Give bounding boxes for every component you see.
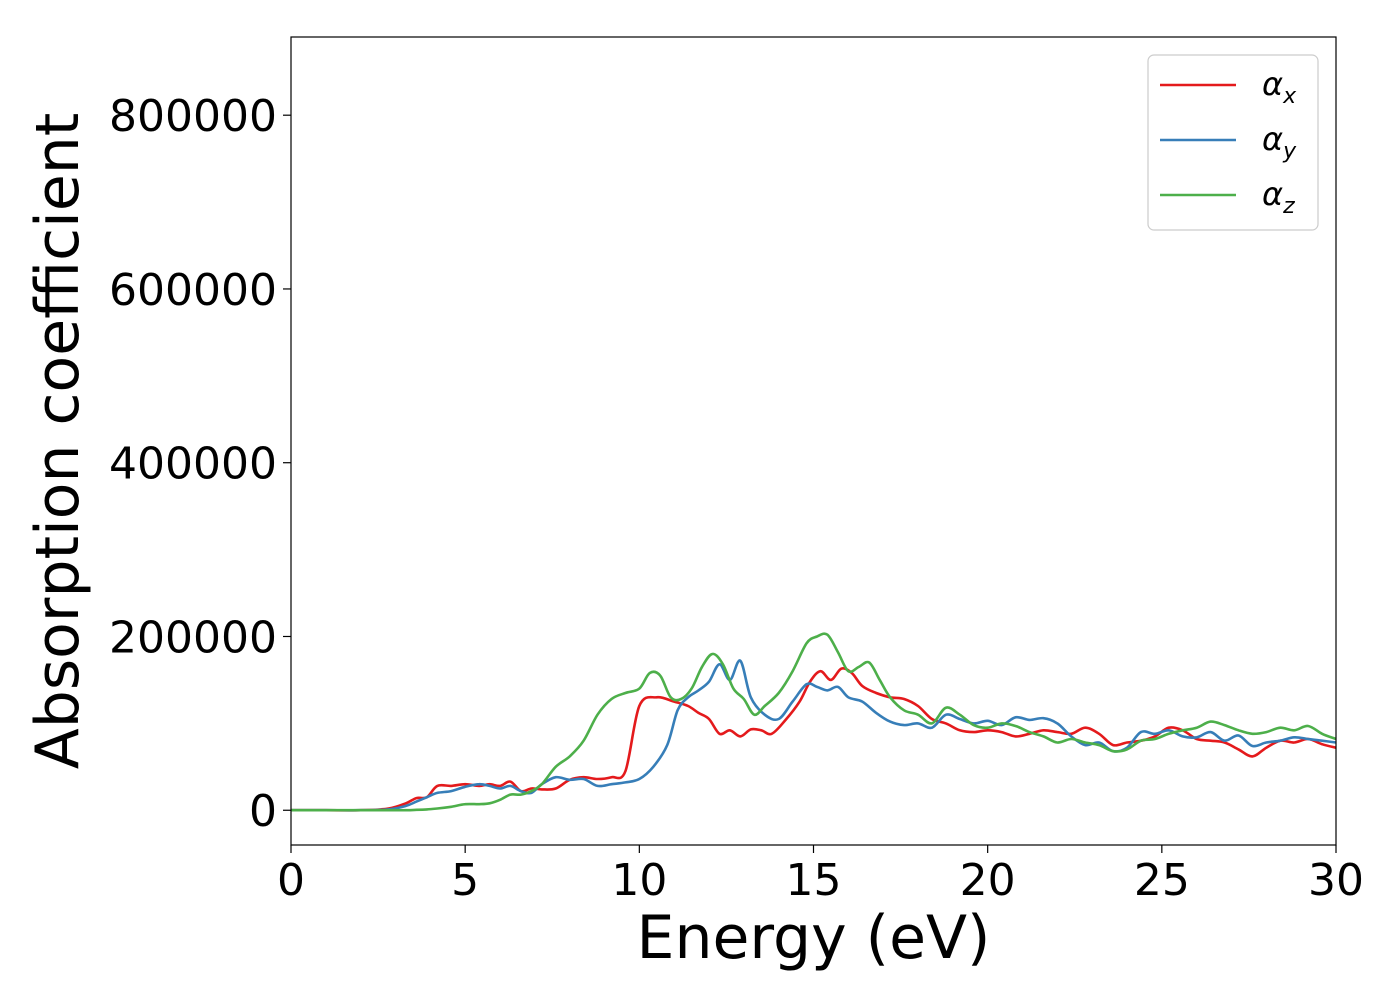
series-line-z (291, 632, 1336, 812)
y-axis-ticks: 0 200000 400000 600000 800000 (109, 91, 291, 837)
y-axis-title: Absorption coefficient (23, 113, 93, 770)
legend: αx αy αz (1147, 54, 1319, 231)
series-line-x (291, 667, 1336, 812)
legend-box (1147, 54, 1319, 231)
series-lines (291, 632, 1336, 812)
y-tick-label: 600000 (109, 265, 277, 316)
legend-label-x: αx (1262, 65, 1297, 109)
y-tick-label: 0 (249, 786, 277, 837)
x-tick-label: 5 (451, 855, 479, 906)
legend-label-y: αy (1262, 120, 1297, 164)
x-tick-label: 30 (1308, 855, 1364, 906)
y-tick-label: 800000 (109, 91, 277, 142)
x-tick-label: 10 (611, 855, 667, 906)
x-axis-ticks: 0 5 10 15 20 25 30 (277, 845, 1364, 906)
series-line-y (291, 659, 1336, 812)
y-tick-label: 400000 (109, 439, 277, 490)
x-tick-label: 25 (1134, 855, 1190, 906)
x-axis-title: Energy (eV) (637, 903, 991, 973)
x-tick-label: 0 (277, 855, 305, 906)
x-tick-label: 15 (786, 855, 842, 906)
x-tick-label: 20 (960, 855, 1016, 906)
y-tick-label: 200000 (109, 612, 277, 663)
legend-label-z: αz (1262, 175, 1295, 219)
